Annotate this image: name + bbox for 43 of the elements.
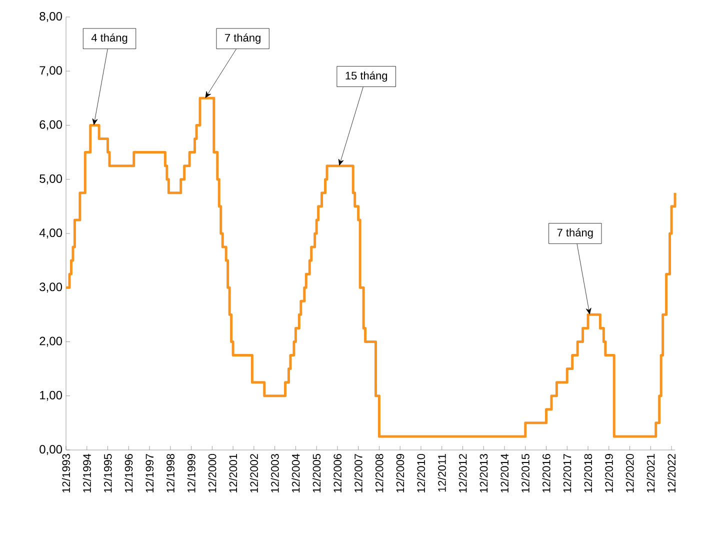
annotation: 4 tháng <box>91 33 128 44</box>
x-tick-label: 12/2013 <box>480 454 488 492</box>
x-tick-label: 12/1997 <box>145 454 154 492</box>
y-tick-label: 0,00 <box>40 445 62 455</box>
x-tick-label: 12/2009 <box>396 454 404 492</box>
x-tick-label: 12/2016 <box>542 454 550 492</box>
x-tick-label: 12/2002 <box>250 454 258 492</box>
y-tick-label: 7,00 <box>40 66 62 76</box>
y-tick-label: 3,00 <box>40 282 62 293</box>
y-tick-label: 8,00 <box>40 12 62 22</box>
y-tick-label: 2,00 <box>40 336 62 347</box>
x-tick-label: 12/2003 <box>270 454 279 492</box>
x-tick-label: 12/1993 <box>62 454 70 492</box>
x-tick-label: 12/2017 <box>563 454 572 492</box>
annotation: 15 tháng <box>346 71 388 82</box>
y-tick-label: 6,00 <box>40 120 62 130</box>
x-tick-label: 12/1995 <box>104 454 112 492</box>
annotation: 7 tháng <box>557 228 593 239</box>
x-tick-label: 12/2005 <box>312 454 321 492</box>
x-tick-label: 12/1994 <box>82 454 91 492</box>
x-tick-label: 12/2007 <box>354 454 362 492</box>
x-tick-label: 12/1998 <box>166 454 174 492</box>
x-tick-label: 12/2015 <box>521 454 530 492</box>
y-tick-label: 5,00 <box>40 174 62 184</box>
x-tick-label: 12/2020 <box>626 454 634 492</box>
x-tick-label: 12/2011 <box>438 454 446 492</box>
x-tick-label: 12/2022 <box>667 454 676 492</box>
x-tick-label: 12/2000 <box>208 454 216 492</box>
x-tick-label: 12/1996 <box>124 454 133 492</box>
x-tick-label: 12/2012 <box>458 454 467 492</box>
x-tick-label: 12/2021 <box>646 454 655 492</box>
x-tick-label: 12/2006 <box>333 454 342 492</box>
x-tick-label: 12/2010 <box>416 454 426 492</box>
x-tick-label: 12/2019 <box>604 454 613 492</box>
x-tick-label: 12/1999 <box>187 454 196 492</box>
annotation: 7 tháng <box>225 33 260 44</box>
x-tick-label: 12/2014 <box>500 454 509 492</box>
y-tick-label: 1,00 <box>40 390 62 401</box>
x-tick-label: 12/2018 <box>584 454 592 492</box>
x-tick-label: 12/2001 <box>229 454 238 492</box>
x-tick-label: 12/2008 <box>375 454 384 492</box>
x-tick-label: 12/2004 <box>292 454 300 492</box>
y-tick-label: 4,00 <box>39 228 62 238</box>
